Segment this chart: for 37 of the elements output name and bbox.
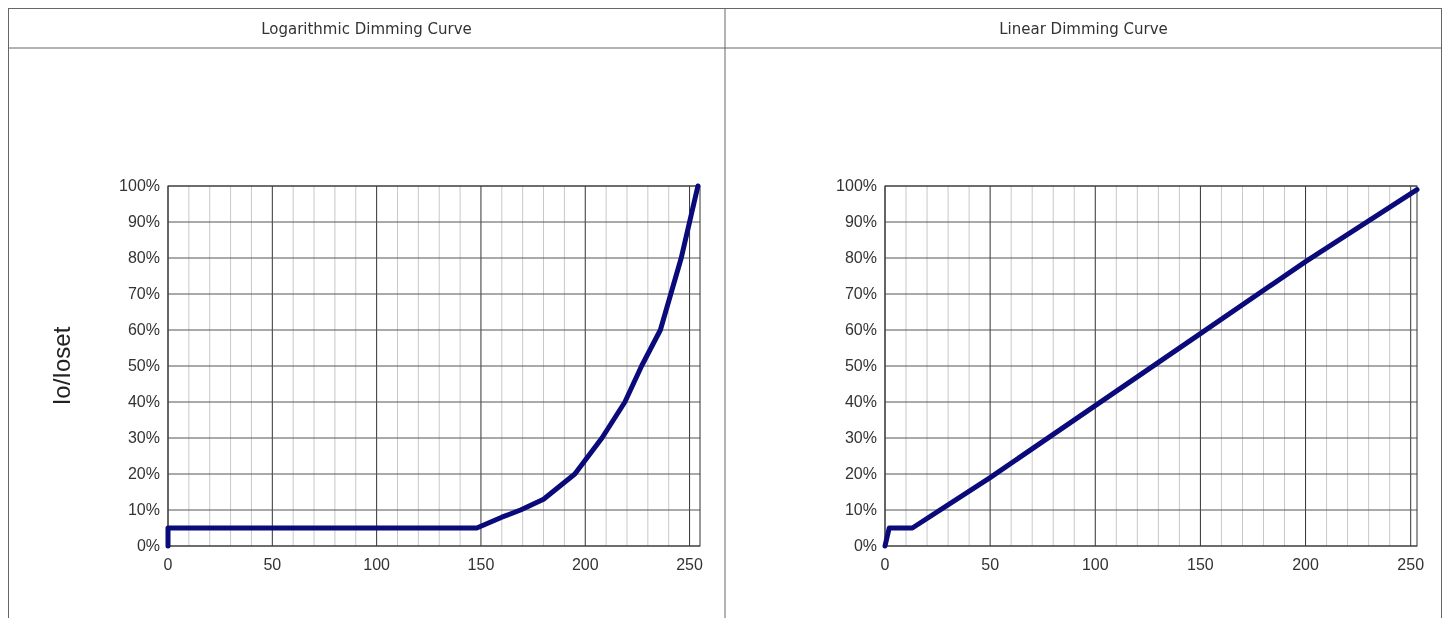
y-tick-label: 10% — [127, 501, 160, 518]
y-tick-label: 30% — [844, 429, 877, 446]
y-tick-label: 80% — [127, 249, 160, 266]
x-tick-label: 200 — [571, 556, 599, 573]
x-tick-label: 150 — [467, 556, 495, 573]
y-tick-label: 60% — [127, 321, 160, 338]
y-tick-label: 90% — [844, 213, 877, 230]
y-tick-label: 20% — [127, 465, 160, 482]
chart-title: Logarithmic Dimming Curve — [261, 20, 472, 38]
y-tick-label: 50% — [127, 357, 160, 374]
y-tick-label: 10% — [844, 501, 877, 518]
y-tick-label: 90% — [127, 213, 160, 230]
y-tick-label: 50% — [844, 357, 877, 374]
x-tick-label: 50 — [263, 556, 282, 573]
y-tick-label: 40% — [127, 393, 160, 410]
x-tick-label: 150 — [1187, 556, 1214, 573]
y-tick-label: 0% — [853, 537, 877, 554]
y-tick-label: 70% — [844, 285, 877, 302]
x-tick-label: 0 — [880, 556, 890, 573]
y-tick-label: 100% — [836, 177, 877, 194]
x-tick-label: 0 — [163, 556, 173, 573]
y-tick-label: 40% — [844, 393, 877, 410]
x-tick-label: 200 — [1292, 556, 1319, 573]
x-tick-label: 100 — [1081, 556, 1109, 573]
chart-title: Linear Dimming Curve — [999, 20, 1168, 38]
y-tick-label: 100% — [119, 177, 160, 194]
y-tick-label: 70% — [127, 285, 160, 302]
y-tick-label: 20% — [844, 465, 877, 482]
y-tick-label: 30% — [127, 429, 160, 446]
y-tick-label: 80% — [844, 249, 877, 266]
x-tick-label: 100 — [363, 556, 391, 573]
y-tick-label: 60% — [844, 321, 877, 338]
y-axis-title: Io/Ioset — [48, 326, 75, 406]
x-tick-label: 250 — [676, 556, 704, 573]
y-tick-label: 0% — [136, 537, 160, 554]
x-tick-label: 250 — [1397, 556, 1425, 573]
x-tick-label: 50 — [981, 556, 1000, 573]
